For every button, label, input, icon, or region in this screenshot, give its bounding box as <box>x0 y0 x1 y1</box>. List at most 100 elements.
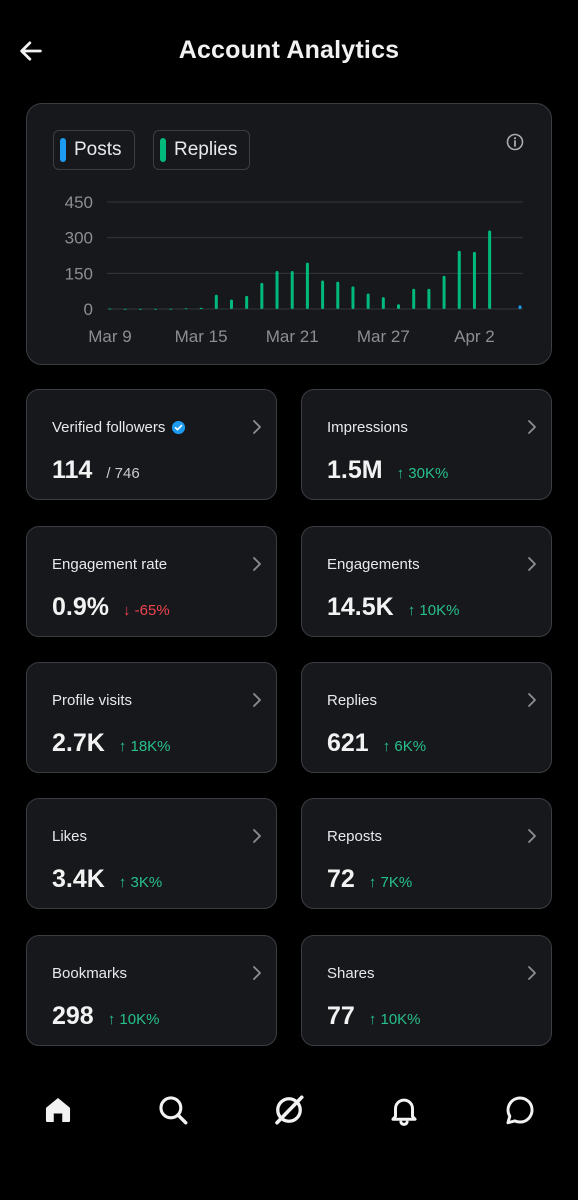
stat-label: Shares <box>327 965 375 982</box>
stat-label-text: Profile visits <box>52 692 133 709</box>
chevron-right-icon <box>525 964 539 982</box>
bar-replies <box>154 308 158 310</box>
y-tick-label: 0 <box>84 300 93 319</box>
notifications-bell-icon <box>391 1098 417 1126</box>
stat-value: 1.5M <box>327 456 383 484</box>
x-tick-label: Apr 2 <box>454 327 495 346</box>
stat-card-profile-visits[interactable]: Profile visits 2.7K ↑ 18K% <box>26 662 277 773</box>
stat-label-text: Likes <box>52 828 88 845</box>
bar-replies <box>108 308 112 310</box>
stat-label: Profile visits <box>52 692 132 709</box>
bar-replies <box>260 282 264 309</box>
bar-replies <box>290 270 294 309</box>
stat-total: / 746 <box>106 465 140 482</box>
stat-value: 298 <box>52 1002 94 1030</box>
info-icon[interactable] <box>505 132 525 152</box>
bar-replies <box>472 251 476 309</box>
bar-replies <box>427 288 431 309</box>
legend-swatch-posts <box>60 138 66 162</box>
messages-icon <box>506 1096 534 1125</box>
bar-replies <box>381 297 385 309</box>
legend-posts[interactable]: Posts <box>53 130 135 170</box>
header: Account Analytics <box>0 0 578 100</box>
chart-card: Posts Replies 450 300 150 0 Mar 9 Mar 15 Mar 2… <box>26 103 552 365</box>
stat-card-impressions[interactable]: Impressions 1.5M ↑ 30K% <box>301 389 552 500</box>
x-tick-label: Mar 27 <box>357 327 410 346</box>
nav-home[interactable] <box>28 1080 88 1140</box>
stat-value: 621 <box>327 729 369 757</box>
bar-replies <box>442 275 446 309</box>
bar-replies <box>123 308 127 310</box>
stat-value: 72 <box>327 865 355 893</box>
stat-card-likes[interactable]: Likes 3.4K ↑ 3K% <box>26 798 277 909</box>
stat-label-text: Engagement rate <box>52 556 168 573</box>
x-tick-label: Mar 9 <box>88 327 131 346</box>
stat-delta: ↑ 10K% <box>368 1011 421 1028</box>
bar-replies <box>321 280 325 309</box>
stat-card-shares[interactable]: Shares 77 ↑ 10K% <box>301 935 552 1046</box>
bar-replies <box>199 307 203 309</box>
bar-replies <box>305 262 309 309</box>
stat-card-verified-followers[interactable]: Verified followers 114 / 746 <box>26 389 277 500</box>
chevron-right-icon <box>250 964 264 982</box>
bar-replies <box>488 230 492 309</box>
stat-label-text: Engagements <box>327 556 420 573</box>
bar-replies <box>169 308 173 310</box>
bar-replies <box>366 293 370 309</box>
bar-replies <box>275 270 279 309</box>
nav-search[interactable] <box>143 1080 203 1140</box>
stat-value: 0.9% <box>52 593 109 621</box>
chevron-right-icon <box>525 691 539 709</box>
stat-delta: ↑ 10K% <box>407 602 460 619</box>
nav-messages[interactable] <box>490 1080 550 1140</box>
bottom-nav <box>0 1080 578 1140</box>
nav-grok[interactable] <box>259 1080 319 1140</box>
bar-replies <box>184 308 188 310</box>
stat-card-engagement-rate[interactable]: Engagement rate 0.9% ↓ -65% <box>26 526 277 637</box>
stat-card-engagements[interactable]: Engagements 14.5K ↑ 10K% <box>301 526 552 637</box>
back-button[interactable] <box>14 34 48 68</box>
stat-value: 14.5K <box>327 593 394 621</box>
stat-delta: ↑ 7K% <box>368 874 413 891</box>
stat-value: 114 <box>52 456 93 484</box>
stat-label-text: Replies <box>327 692 378 709</box>
stat-label: Impressions <box>327 419 408 436</box>
stat-label: Engagements <box>327 556 420 573</box>
y-tick-label: 450 <box>65 193 93 212</box>
stat-label: Bookmarks <box>52 965 127 982</box>
chevron-right-icon <box>525 827 539 845</box>
legend-label: Posts <box>74 139 122 160</box>
x-tick-label: Mar 21 <box>266 327 319 346</box>
stat-label-text: Reposts <box>327 828 383 845</box>
stat-card-reposts[interactable]: Reposts 72 ↑ 7K% <box>301 798 552 909</box>
legend-swatch-replies <box>160 138 166 162</box>
bar-posts <box>518 305 522 309</box>
stat-delta: ↑ 3K% <box>118 874 163 891</box>
stat-value: 3.4K <box>52 865 105 893</box>
bar-chart: 450 300 150 0 Mar 9 Mar 15 Mar 21 Mar 27 Apr 2 <box>65 193 523 346</box>
stat-label: Likes <box>52 828 87 845</box>
page-title: Account Analytics <box>178 36 400 64</box>
chevron-right-icon <box>250 418 264 436</box>
chevron-right-icon <box>250 827 264 845</box>
stat-label: Replies <box>327 692 377 709</box>
stat-label-text: Bookmarks <box>52 965 128 982</box>
stat-card-bookmarks[interactable]: Bookmarks 298 ↑ 10K% <box>26 935 277 1046</box>
stat-label: Verified followers <box>52 419 186 436</box>
bar-replies <box>138 308 142 310</box>
home-icon <box>45 1097 71 1123</box>
nav-notifications[interactable] <box>374 1080 434 1140</box>
x-tick-label: Mar 15 <box>175 327 228 346</box>
stat-label-text: Shares <box>327 965 375 982</box>
bar-replies <box>245 295 249 309</box>
stat-label-text: Impressions <box>327 419 408 436</box>
stat-card-replies[interactable]: Replies 621 ↑ 6K% <box>301 662 552 773</box>
stat-delta: ↑ 18K% <box>118 738 171 755</box>
bar-replies <box>397 304 401 309</box>
search-icon <box>159 1096 188 1125</box>
bar-replies <box>214 294 218 309</box>
stat-label-text: Verified followers <box>52 419 166 436</box>
chevron-right-icon <box>250 691 264 709</box>
y-tick-label: 300 <box>65 229 93 248</box>
legend-replies[interactable]: Replies <box>153 130 251 170</box>
